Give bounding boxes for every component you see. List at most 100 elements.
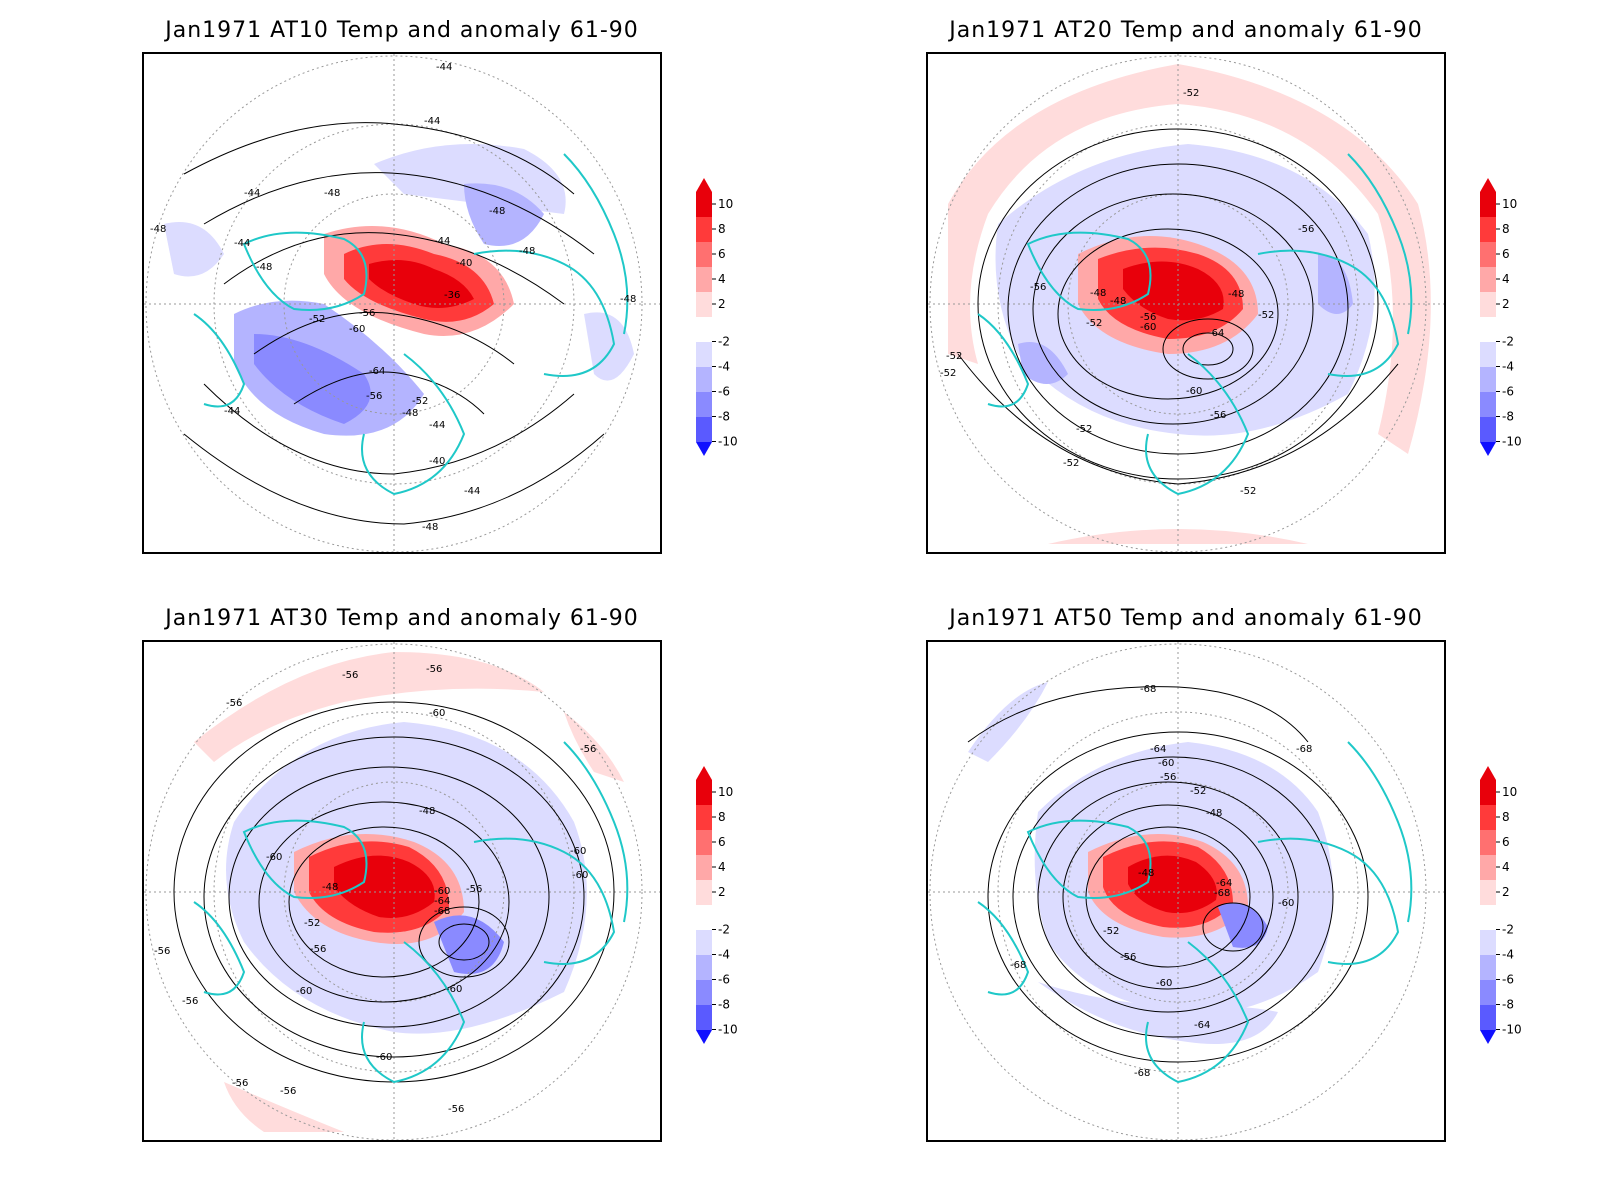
colorbar-tick-label: -10 bbox=[1502, 435, 1522, 449]
svg-text:-52: -52 bbox=[940, 368, 956, 379]
colorbar-segment bbox=[696, 342, 712, 367]
svg-text:-48: -48 bbox=[489, 206, 505, 217]
colorbar-tick-label: 2 bbox=[1502, 885, 1510, 899]
colorbar-tick-label: 8 bbox=[1502, 222, 1510, 236]
svg-text:-64: -64 bbox=[434, 896, 450, 907]
colorbar-top-arrow bbox=[1480, 178, 1496, 192]
coastlines bbox=[193, 153, 629, 496]
colorbar-segment bbox=[696, 955, 712, 980]
coastlines bbox=[977, 153, 1413, 496]
svg-text:-56: -56 bbox=[1210, 410, 1226, 421]
colorbar-tick-label: 4 bbox=[1502, 272, 1510, 286]
colorbar-bottom-arrow bbox=[1480, 1030, 1496, 1044]
colorbar: 10 8 6 4 2 -2 -4 -6 -8 -10 bbox=[688, 178, 768, 468]
colorbar-segment bbox=[1480, 417, 1496, 442]
colorbar-segment bbox=[1480, 830, 1496, 855]
colorbar-tick-label: -6 bbox=[718, 385, 730, 399]
grid-circle-outer bbox=[929, 55, 1427, 552]
colorbar: 10 8 6 4 2 -2 -4 -6 -8 -10 bbox=[688, 766, 768, 1056]
svg-text:-56: -56 bbox=[1120, 952, 1136, 963]
colorbar-tick-label: -6 bbox=[1502, 973, 1514, 987]
colorbar-top-arrow bbox=[696, 178, 712, 192]
colorbar-segment bbox=[1480, 855, 1496, 880]
anomaly-shading bbox=[164, 144, 634, 436]
panel-at30: Jan1971 AT30 Temp and anomaly 61-90 bbox=[142, 606, 902, 1186]
colorbar-tick-label: 4 bbox=[718, 860, 726, 874]
colorbar-segment bbox=[696, 417, 712, 442]
colorbar-segment bbox=[696, 855, 712, 880]
panel-title: Jan1971 AT20 Temp and anomaly 61-90 bbox=[949, 18, 1423, 43]
panel-at20: Jan1971 AT20 Temp and anomaly 61-90 bbox=[926, 18, 1600, 598]
svg-text:-44: -44 bbox=[464, 486, 480, 497]
svg-text:-64: -64 bbox=[1208, 328, 1224, 339]
colorbar-tick-label: 4 bbox=[1502, 860, 1510, 874]
svg-text:-44: -44 bbox=[429, 420, 445, 431]
colorbar-tick-label: 6 bbox=[1502, 247, 1510, 261]
colorbar-tick-label: -8 bbox=[718, 410, 730, 424]
svg-text:-56: -56 bbox=[182, 996, 198, 1007]
colorbar-segment bbox=[696, 267, 712, 292]
colorbar-bottom-arrow bbox=[696, 1030, 712, 1044]
colorbar-tick-label: 6 bbox=[718, 247, 726, 261]
svg-text:-60: -60 bbox=[376, 1052, 392, 1063]
svg-text:-48: -48 bbox=[150, 224, 166, 235]
svg-text:-52: -52 bbox=[1190, 786, 1206, 797]
svg-text:-52: -52 bbox=[1063, 458, 1079, 469]
colorbar-segment bbox=[696, 805, 712, 830]
svg-text:-60: -60 bbox=[1278, 898, 1294, 909]
svg-text:-44: -44 bbox=[436, 62, 452, 73]
contour-labels: -52 -56 -52 -52 -56 -48 -52 -56 -60 -64 … bbox=[940, 88, 1314, 497]
svg-text:-68: -68 bbox=[1214, 888, 1230, 899]
contours bbox=[183, 122, 605, 525]
colorbar-tick-label: -6 bbox=[1502, 385, 1514, 399]
svg-text:-56: -56 bbox=[154, 946, 170, 957]
colorbar-segment bbox=[696, 905, 712, 930]
contour-labels: -44 -44 -44 -48 -44 -40 -48 -48 -48 -44 … bbox=[150, 62, 636, 533]
polar-map-at50: -68 -68 -64 -60 -56 -52 -48 -48 -64 -68 … bbox=[928, 642, 1444, 1140]
anomaly-shading bbox=[948, 64, 1431, 544]
svg-text:-52: -52 bbox=[1086, 318, 1102, 329]
svg-text:-48: -48 bbox=[1228, 289, 1244, 300]
anomaly-shading bbox=[194, 652, 624, 1132]
svg-text:-64: -64 bbox=[1150, 744, 1166, 755]
colorbar-segment bbox=[696, 880, 712, 905]
colorbar-segment bbox=[696, 217, 712, 242]
svg-text:-52: -52 bbox=[1258, 310, 1274, 321]
colorbar-segment bbox=[1480, 392, 1496, 417]
panel-at50: Jan1971 AT50 Temp and anomaly 61-90 bbox=[926, 606, 1600, 1186]
colorbar-tick-label: 10 bbox=[718, 785, 733, 799]
colorbar-tick-label: -10 bbox=[1502, 1023, 1522, 1037]
colorbar-top-arrow bbox=[1480, 766, 1496, 780]
colorbar-tick-label: 2 bbox=[718, 297, 726, 311]
colorbar: 10 8 6 4 2 -2 -4 -6 -8 -10 bbox=[1472, 178, 1552, 468]
colorbar-bottom-arrow bbox=[696, 442, 712, 456]
svg-text:-40: -40 bbox=[429, 456, 445, 467]
colorbar-segment bbox=[1480, 317, 1496, 342]
svg-text:-48: -48 bbox=[1206, 808, 1222, 819]
polar-map-at20: -52 -56 -52 -52 -56 -48 -52 -56 -60 -64 … bbox=[928, 54, 1444, 552]
colorbar-tick-label: -2 bbox=[1502, 923, 1514, 937]
svg-text:-56: -56 bbox=[1030, 282, 1046, 293]
colorbar-tick-label: -2 bbox=[718, 335, 730, 349]
colorbar-segment bbox=[1480, 1005, 1496, 1030]
colorbar-tick-label: 2 bbox=[718, 885, 726, 899]
svg-text:-56: -56 bbox=[1298, 224, 1314, 235]
svg-text:-60: -60 bbox=[429, 708, 445, 719]
svg-text:-48: -48 bbox=[419, 806, 435, 817]
svg-text:-56: -56 bbox=[1160, 772, 1176, 783]
svg-text:-60: -60 bbox=[296, 986, 312, 997]
svg-text:-60: -60 bbox=[434, 886, 450, 897]
colorbar-tick-label: 8 bbox=[718, 222, 726, 236]
colorbar-segment bbox=[696, 930, 712, 955]
coastlines bbox=[977, 741, 1413, 1084]
svg-text:-60: -60 bbox=[1156, 978, 1172, 989]
svg-text:-48: -48 bbox=[256, 262, 272, 273]
colorbar-tick-label: -8 bbox=[1502, 410, 1514, 424]
svg-text:-60: -60 bbox=[1140, 322, 1156, 333]
colorbar-segment bbox=[696, 830, 712, 855]
svg-text:-48: -48 bbox=[1138, 868, 1154, 879]
svg-text:-40: -40 bbox=[456, 258, 472, 269]
svg-text:-68: -68 bbox=[1010, 960, 1026, 971]
svg-text:-44: -44 bbox=[434, 236, 450, 247]
contours bbox=[957, 128, 1399, 485]
